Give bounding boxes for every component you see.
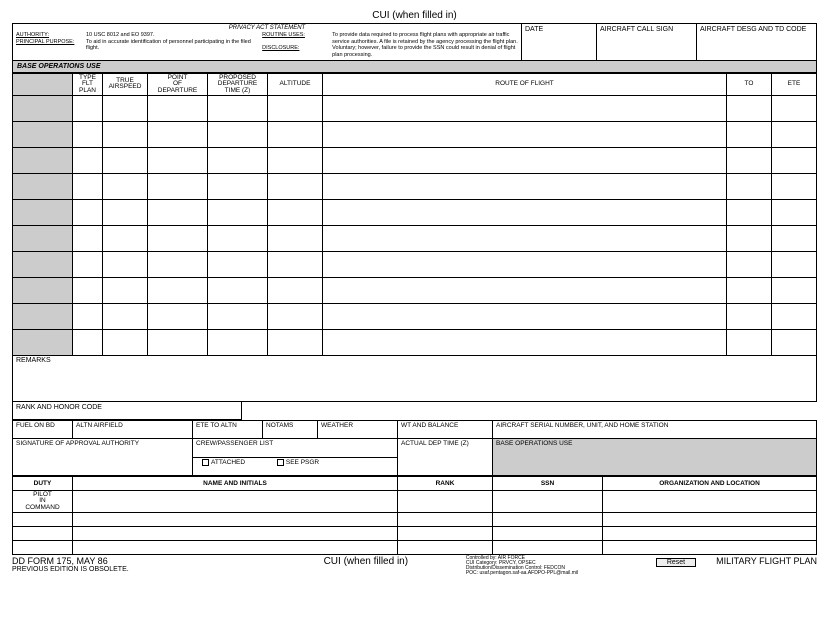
cui-header: CUI (when filled in) (12, 10, 817, 21)
crew-row[interactable] (13, 541, 817, 555)
notams-cell[interactable]: NOTAMS (263, 421, 318, 439)
table-row[interactable] (13, 200, 817, 226)
table-row[interactable] (13, 252, 817, 278)
table-row[interactable] (13, 122, 817, 148)
base-ops-cell-2: BASE OPERATIONS USE (493, 439, 817, 475)
ete-altn-cell[interactable]: ETE TO ALTN (193, 421, 263, 439)
lower-row-2: SIGNATURE OF APPROVAL AUTHORITY CREW/PAS… (12, 439, 817, 476)
base-ops-bar: BASE OPERATIONS USE (12, 61, 817, 73)
table-row[interactable] (13, 174, 817, 200)
col-pdt: PROPOSED DEPARTURE TIME (Z) (208, 73, 268, 96)
crew-list-checks: ATTACHED SEE PSGR (193, 457, 398, 475)
form-number: DD FORM 175, MAY 86 (12, 556, 266, 566)
table-row[interactable] (13, 226, 817, 252)
date-cell[interactable]: DATE (521, 24, 596, 60)
rank-honor-box[interactable]: RANK AND HONOR CODE (12, 402, 242, 420)
reset-button[interactable]: Reset (656, 558, 696, 567)
actual-dep-cell[interactable]: ACTUAL DEP TIME (Z) (398, 439, 493, 475)
col-tas: TRUE AIRSPEED (103, 73, 148, 96)
routine-label: ROUTINE USES: (262, 32, 332, 45)
remarks-box[interactable]: REMARKS (12, 356, 817, 402)
cui-footer: CUI (when filled in) (266, 556, 466, 567)
attached-checkbox[interactable] (202, 459, 209, 466)
seepsgr-label: SEE PSGR (286, 459, 319, 466)
fuel-cell[interactable]: FUEL ON BD (13, 421, 73, 439)
col-duty: DUTY (13, 476, 73, 490)
col-stub (13, 73, 73, 96)
col-route: ROUTE OF FLIGHT (323, 73, 727, 96)
flight-table: TYPE FLT PLAN TRUE AIRSPEED POINT OF DEP… (12, 73, 817, 357)
table-row[interactable] (13, 330, 817, 356)
desg-cell[interactable]: AIRCRAFT DESG AND TD CODE (696, 24, 816, 60)
crew-row[interactable] (13, 527, 817, 541)
privacy-title: PRIVACY ACT STATEMENT (16, 25, 518, 32)
signature-cell[interactable]: SIGNATURE OF APPROVAL AUTHORITY (13, 439, 193, 475)
serial-cell[interactable]: AIRCRAFT SERIAL NUMBER, UNIT, AND HOME S… (493, 421, 817, 439)
crew-table: DUTY NAME AND INITIALS RANK SSN ORGANIZA… (12, 476, 817, 556)
crew-row[interactable] (13, 513, 817, 527)
table-row[interactable] (13, 148, 817, 174)
col-name: NAME AND INITIALS (73, 476, 398, 490)
col-alt: ALTITUDE (268, 73, 323, 96)
purpose-text: To aid in accurate identification of per… (86, 39, 252, 52)
form-title: MILITARY FLIGHT PLAN (716, 556, 817, 566)
crew-row[interactable]: PILOT IN COMMAND (13, 490, 817, 513)
disclosure-text: Voluntary; however, failure to provide t… (332, 45, 518, 58)
callsign-cell[interactable]: AIRCRAFT CALL SIGN (596, 24, 696, 60)
col-pod: POINT OF DEPARTURE (148, 73, 208, 96)
col-org: ORGANIZATION AND LOCATION (603, 476, 817, 490)
col-type: TYPE FLT PLAN (73, 73, 103, 96)
footer: DD FORM 175, MAY 86 PREVIOUS EDITION IS … (12, 556, 817, 576)
auth-label: AUTHORITY: (16, 32, 86, 39)
obsolete-notice: PREVIOUS EDITION IS OBSOLETE. (12, 566, 266, 573)
control-block: Controlled by: AIR FORCE CUI Category: P… (466, 556, 646, 576)
header-box: PRIVACY ACT STATEMENT AUTHORITY:10 USC 8… (12, 23, 817, 61)
privacy-act-block: PRIVACY ACT STATEMENT AUTHORITY:10 USC 8… (13, 24, 521, 60)
pilot-in-command-label: PILOT IN COMMAND (13, 490, 73, 513)
purpose-label: PRINCIPAL PURPOSE: (16, 39, 86, 52)
col-rank: RANK (398, 476, 493, 490)
col-ete: ETE (772, 73, 817, 96)
col-to: TO (727, 73, 772, 96)
table-row[interactable] (13, 304, 817, 330)
seepsgr-checkbox[interactable] (277, 459, 284, 466)
attached-label: ATTACHED (211, 459, 245, 466)
routine-text: To provide data required to process flig… (332, 32, 518, 45)
weather-cell[interactable]: WEATHER (318, 421, 398, 439)
crew-list-label: CREW/PASSENGER LIST (193, 439, 398, 457)
form-page: CUI (when filled in) PRIVACY ACT STATEME… (12, 10, 817, 576)
auth-text: 10 USC 8012 and EO 9397. (86, 32, 252, 39)
wtbal-cell[interactable]: WT AND BALANCE (398, 421, 493, 439)
table-row[interactable] (13, 278, 817, 304)
lower-row-1: FUEL ON BD ALTN AIRFIELD ETE TO ALTN NOT… (12, 420, 817, 439)
col-ssn: SSN (493, 476, 603, 490)
table-row[interactable] (13, 96, 817, 122)
altn-cell[interactable]: ALTN AIRFIELD (73, 421, 193, 439)
disclosure-label: DISCLOSURE: (262, 45, 332, 58)
